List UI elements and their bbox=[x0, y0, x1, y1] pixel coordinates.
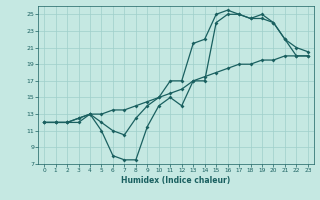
X-axis label: Humidex (Indice chaleur): Humidex (Indice chaleur) bbox=[121, 176, 231, 185]
